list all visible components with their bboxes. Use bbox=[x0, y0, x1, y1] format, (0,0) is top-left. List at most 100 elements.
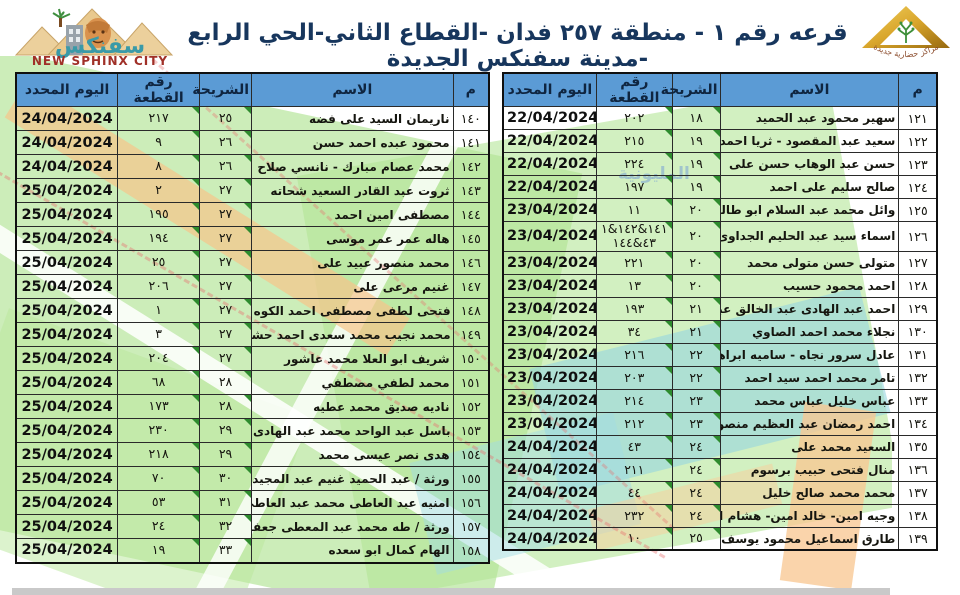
cell-tranche: ٣٠ bbox=[199, 466, 253, 491]
cell-tranche: ٢٥ bbox=[199, 106, 253, 131]
table-row: ١٣٤ احمد رمضان عبد العظيم منصور ٢٣ ٢١٢ 23/04… bbox=[502, 411, 938, 436]
cell-plot: ٢٠٤ bbox=[117, 346, 201, 371]
cell-name: عباس خليل عباس محمد bbox=[719, 388, 900, 413]
table-row: ١٤٣ ثروت عبد القادر السعيد شحاته ٢٧ ٢ 25/04/… bbox=[15, 178, 490, 203]
table-row: ١٣٦ منال فتحى حبيب برسوم ٢٤ ٢١١ 24/04/2024 bbox=[502, 457, 938, 482]
cell-tranche: ٢٩ bbox=[199, 418, 253, 443]
cell-no: ١٤٧ bbox=[452, 274, 490, 299]
cell-plot: ٢٤ bbox=[117, 514, 201, 539]
cell-name: احمد رمضان عبد العظيم منصور bbox=[719, 411, 900, 436]
col-tranche: الشريحة bbox=[661, 72, 721, 107]
cell-name: حسن عبد الوهاب حسن على bbox=[719, 152, 900, 176]
cell-no: ١٣١ bbox=[898, 342, 938, 367]
cell-date: 22/04/2024 bbox=[502, 175, 597, 199]
cell-no: ١٢٢ bbox=[898, 129, 938, 153]
cell-name: ورثة / عبد الحميد غنيم عبد المجيد bbox=[251, 466, 454, 491]
cell-name: اسماء سيد عبد الحليم الجداوى bbox=[719, 221, 900, 252]
cell-plot: ١٩ bbox=[117, 538, 201, 563]
cell-tranche: ٢٣ bbox=[671, 411, 721, 436]
cell-tranche: ٣١ bbox=[199, 490, 253, 515]
col-name: الاسم bbox=[251, 72, 454, 107]
table-row: ١٢٥ وائل محمد عبد السلام ابو طالب ٢٠ ١١ 23/0… bbox=[502, 198, 938, 222]
lottery-table-left: م الاسم الشريحة رقم القطعة اليوم المحدد … bbox=[15, 72, 490, 564]
cell-no: ١٥٦ bbox=[452, 490, 490, 515]
table-row: ١٤٦ محمد منصور عبيد على ٢٧ ٢٥ 25/04/2024 bbox=[15, 250, 490, 275]
cell-name: صالح سليم على احمد bbox=[719, 175, 900, 199]
cell-no: ١٤٤ bbox=[452, 202, 490, 227]
table-row: ١٤٨ فتحى لطفى مصطفى احمد الكوه ٢٧ ١ 25/04/20… bbox=[15, 298, 490, 323]
cell-name: محمد منصور عبيد على bbox=[251, 250, 454, 275]
cell-no: ١٤٠ bbox=[452, 106, 490, 131]
cell-name: ناريمان السيد على فضه bbox=[251, 106, 454, 131]
table-row: ١٥٨ الهام كمال ابو سعده ٣٣ ١٩ 25/04/2024 bbox=[15, 538, 490, 563]
cell-no: ١٣٩ bbox=[898, 526, 938, 551]
table-row: ١٣٢ تامر محمد احمد سيد احمد ٢٢ ٢٠٣ 23/04/202… bbox=[502, 365, 938, 390]
cell-no: ١٥٣ bbox=[452, 418, 490, 443]
cell-plot: ٢٠٦ bbox=[117, 274, 201, 299]
cell-date: 25/04/2024 bbox=[15, 322, 119, 347]
cell-no: ١٥٧ bbox=[452, 514, 490, 539]
cell-name: طارق اسماعيل محمود يوسف bbox=[719, 526, 900, 551]
cell-name: متولى حسن متولى محمد bbox=[719, 250, 900, 275]
cell-name: ورثة / طه محمد عبد المعطى جعفر bbox=[251, 514, 454, 539]
cell-plot: ١٩٤ bbox=[117, 226, 201, 251]
cell-date: 25/04/2024 bbox=[15, 538, 119, 563]
cell-date: 23/04/2024 bbox=[502, 273, 597, 298]
cell-tranche: ٢٧ bbox=[199, 274, 253, 299]
table-header-row: م الاسم الشريحة رقم القطعة اليوم المحدد bbox=[15, 72, 490, 107]
cell-date: 25/04/2024 bbox=[15, 226, 119, 251]
cell-date: 25/04/2024 bbox=[15, 418, 119, 443]
table-row: ١٣٧ محمد محمد صالح خليل ٢٤ ٤٤ 24/04/2024 bbox=[502, 480, 938, 505]
lottery-table-right: م الاسم الشريحة رقم القطعة اليوم المحدد … bbox=[502, 72, 938, 552]
cell-plot: ٣ bbox=[117, 322, 201, 347]
cell-name: هاله عمر عمر موسى bbox=[251, 226, 454, 251]
cell-tranche: ٣٢ bbox=[199, 514, 253, 539]
cell-no: ١٣٥ bbox=[898, 434, 938, 459]
cell-name: تامر محمد احمد سيد احمد bbox=[719, 365, 900, 390]
cell-tranche: ٢٦ bbox=[199, 154, 253, 179]
cell-date: 25/04/2024 bbox=[15, 490, 119, 515]
col-plot-number: رقم القطعة bbox=[117, 72, 201, 107]
cell-date: 23/04/2024 bbox=[502, 388, 597, 413]
cell-plot: ٢٢١ bbox=[595, 250, 673, 275]
cell-no: ١٢١ bbox=[898, 106, 938, 130]
cell-name: محمود عبده احمد حسن bbox=[251, 130, 454, 155]
cell-tranche: ١٩ bbox=[671, 129, 721, 153]
cell-name: فتحى لطفى مصطفى احمد الكوه bbox=[251, 298, 454, 323]
cell-date: 25/04/2024 bbox=[15, 202, 119, 227]
cell-date: 25/04/2024 bbox=[15, 370, 119, 395]
cell-name: منال فتحى حبيب برسوم bbox=[719, 457, 900, 482]
cell-plot: ٢١٤ bbox=[595, 388, 673, 413]
cell-no: ١٥٠ bbox=[452, 346, 490, 371]
cell-name: احمد عبد الهادى عبد الخالق عبد الحميد bbox=[719, 296, 900, 321]
svg-text:سفنكس: سفنكس bbox=[55, 34, 145, 59]
cell-plot: ٨ bbox=[117, 154, 201, 179]
cell-plot: ٢١٧ bbox=[117, 106, 201, 131]
cell-date: 25/04/2024 bbox=[15, 298, 119, 323]
table-row: ١٢٨ احمد محمود حسيب ٢٠ ١٣ 23/04/2024 bbox=[502, 273, 938, 298]
cell-tranche: ٢٨ bbox=[199, 370, 253, 395]
cell-no: ١٥١ bbox=[452, 370, 490, 395]
cell-name: هدى نصر عيسى محمد bbox=[251, 442, 454, 467]
cell-name: امنيه عبد العاطى محمد عبد العاطى bbox=[251, 490, 454, 515]
cell-tranche: ٢٠ bbox=[671, 198, 721, 222]
cell-no: ١٥٢ bbox=[452, 394, 490, 419]
cell-plot: ٢٣٠ bbox=[117, 418, 201, 443]
cell-name: محمد عصام مبارك - نانسي صلاح bbox=[251, 154, 454, 179]
col-name: الاسم bbox=[719, 72, 900, 107]
cell-date: 24/04/2024 bbox=[15, 106, 119, 131]
cell-no: ١٤٦ bbox=[452, 250, 490, 275]
cell-plot: ٢١٥ bbox=[595, 129, 673, 153]
cell-date: 23/04/2024 bbox=[502, 198, 597, 222]
cell-tranche: ٢٨ bbox=[199, 394, 253, 419]
cell-name: احمد محمود حسيب bbox=[719, 273, 900, 298]
cell-tranche: ٢٤ bbox=[671, 457, 721, 482]
table-row: ١٣٩ طارق اسماعيل محمود يوسف ٢٥ ١٠ 24/04/2024 bbox=[502, 526, 938, 551]
cell-plot: ١ bbox=[117, 298, 201, 323]
table-row: ١٥٣ باسل عبد الواحد محمد عبد الهادى ٢٩ ٢٣٠ 2… bbox=[15, 418, 490, 443]
